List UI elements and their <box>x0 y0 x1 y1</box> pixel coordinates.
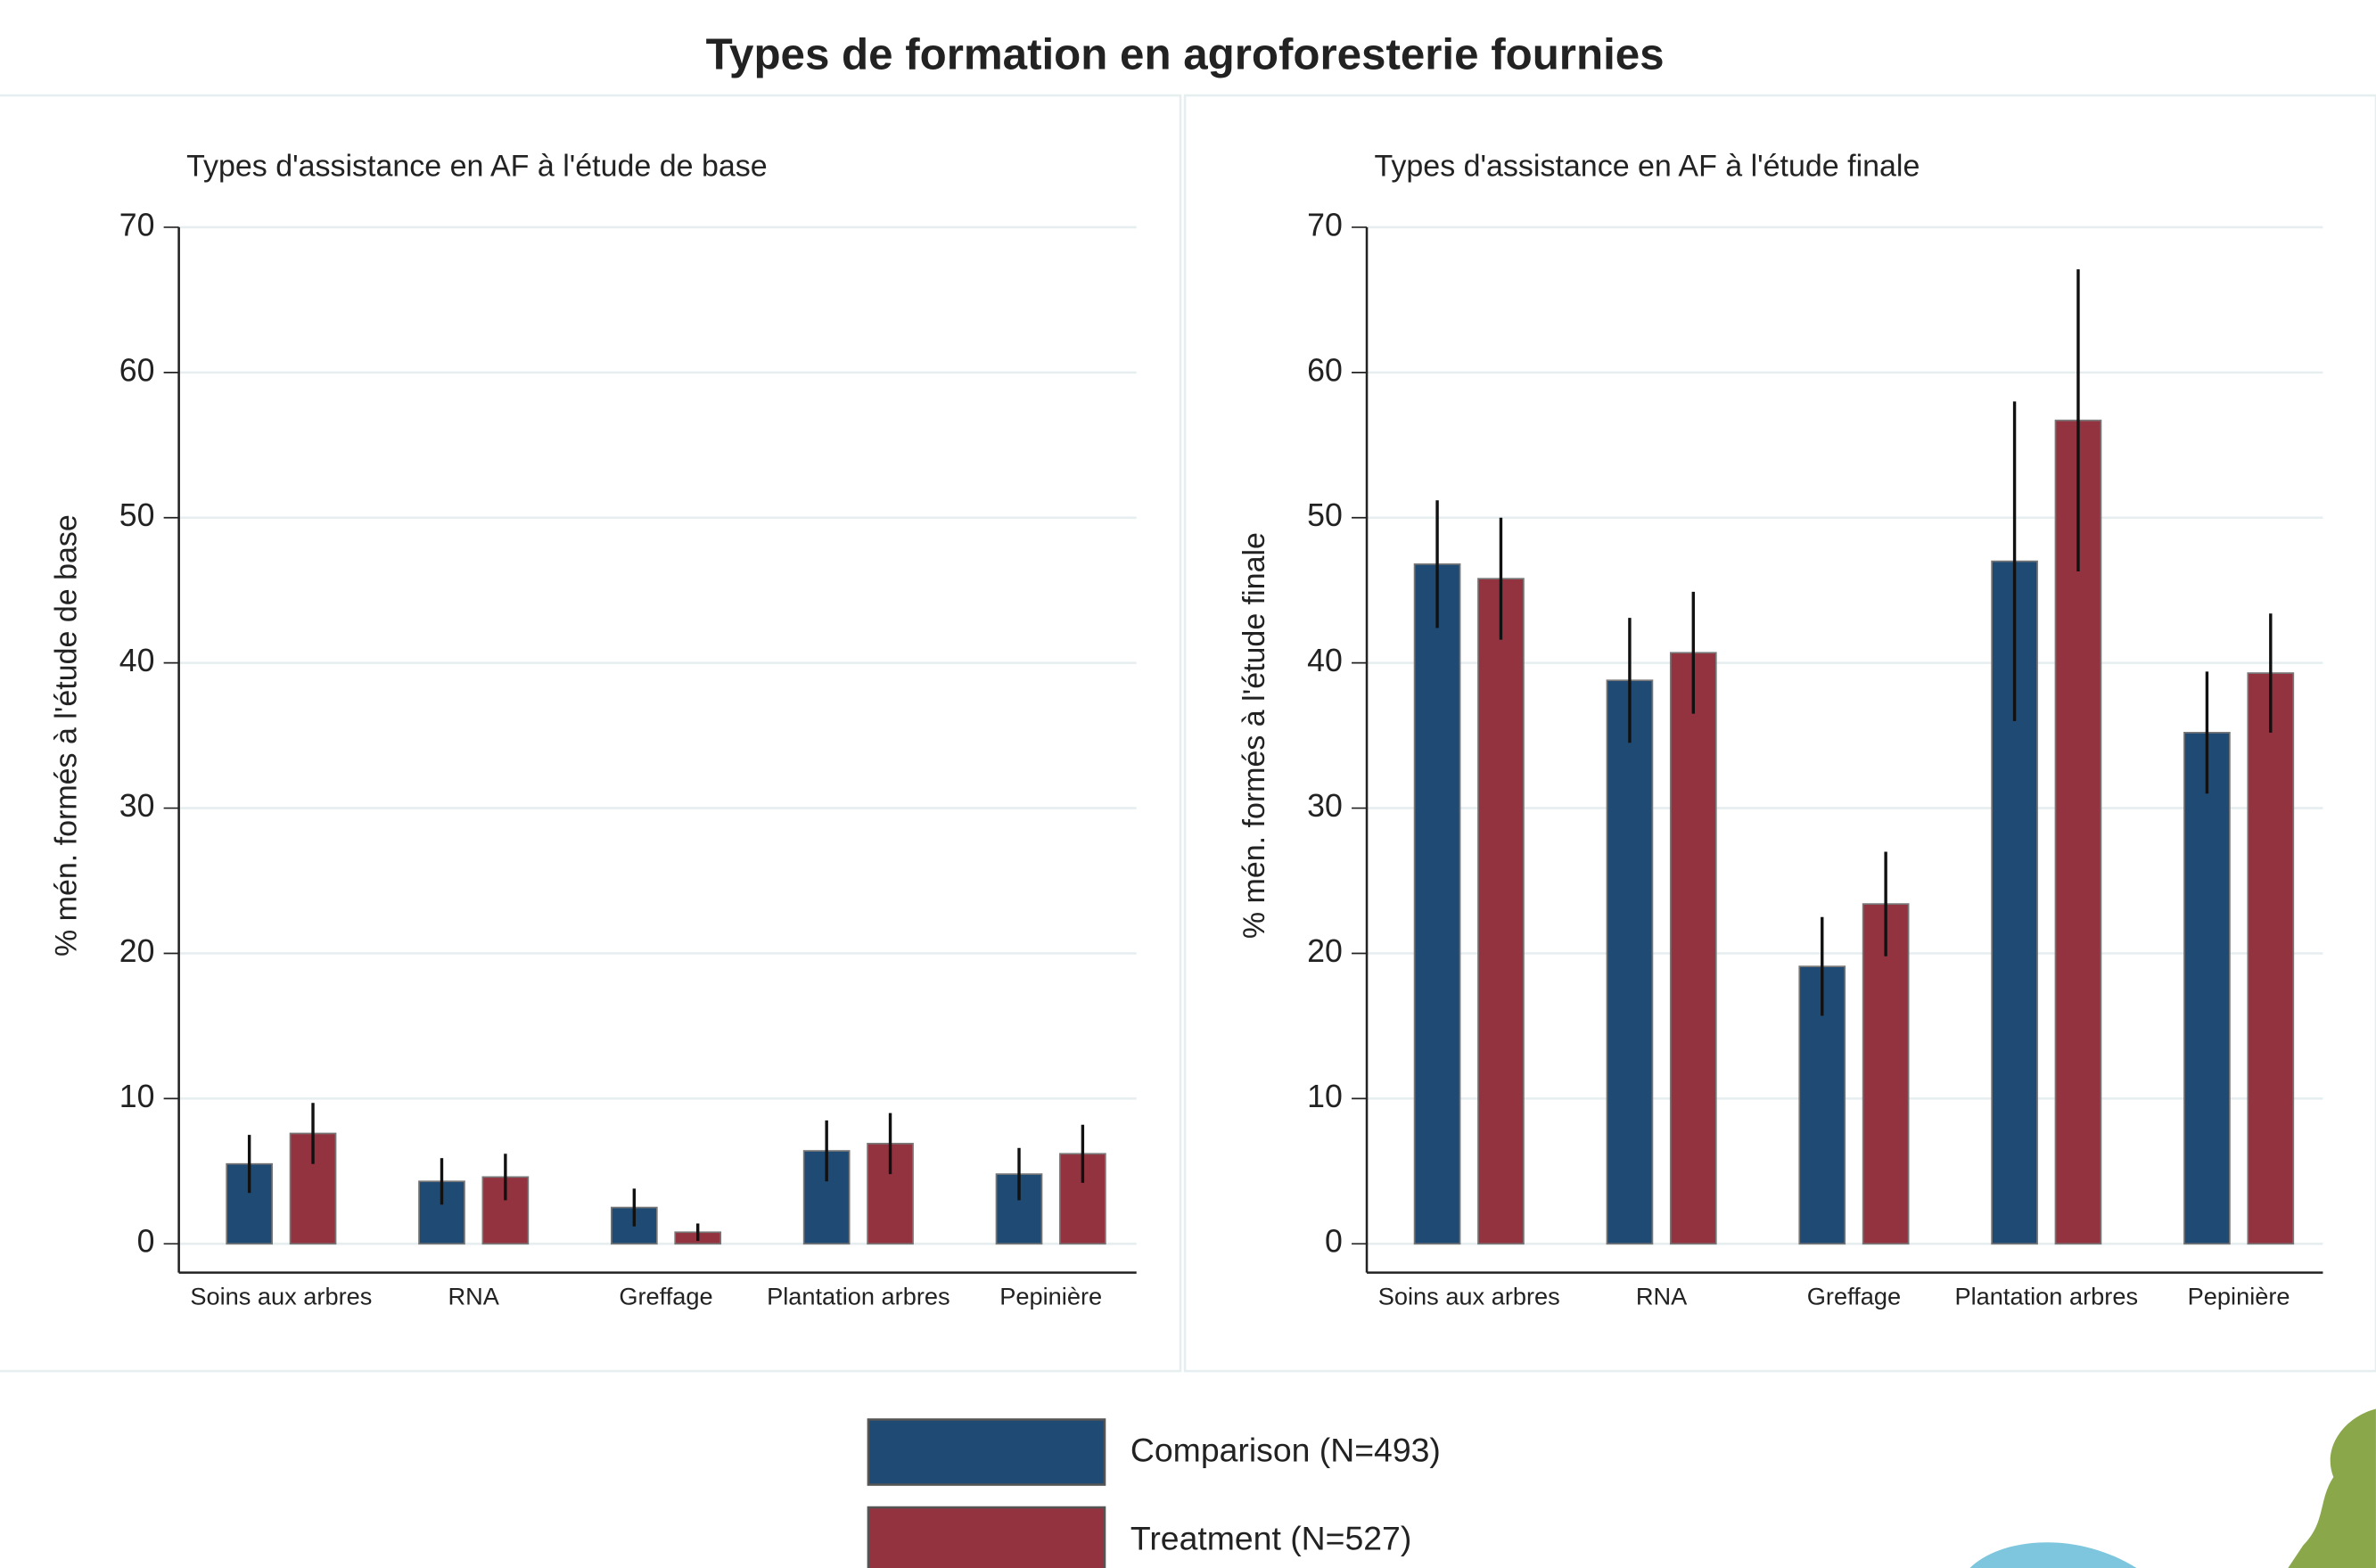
y-tick-label: 0 <box>137 1224 155 1260</box>
y-tick-label: 20 <box>119 933 155 969</box>
x-tick-label: Soins aux arbres <box>190 1283 372 1310</box>
y-tick-label: 40 <box>119 643 155 678</box>
bar <box>1477 578 1525 1245</box>
bar <box>1669 652 1717 1245</box>
x-tick-label: Pepinière <box>2188 1283 2290 1310</box>
bar <box>2247 672 2295 1245</box>
bar <box>1413 563 1461 1245</box>
y-tick-label: 30 <box>119 788 155 824</box>
panel-title: Types d'assistance en AF à l'étude de ba… <box>186 150 768 184</box>
y-tick-label: 70 <box>119 207 155 242</box>
y-axis-label: % mén. formés à l'étude finale <box>1237 532 1271 939</box>
y-tick-label: 10 <box>1307 1079 1343 1114</box>
x-tick-label: Plantation arbres <box>767 1283 950 1310</box>
x-tick-label: RNA <box>1636 1283 1688 1310</box>
x-tick-label: Greffage <box>619 1283 712 1310</box>
panel-frame <box>0 94 1182 1373</box>
y-tick-label: 50 <box>1307 497 1343 533</box>
x-tick-label: Soins aux arbres <box>1378 1283 1560 1310</box>
decoration <box>2288 1408 2376 1568</box>
y-tick-label: 40 <box>1307 643 1343 678</box>
y-tick-label: 50 <box>119 497 155 533</box>
y-axis-label: % mén. formés à l'étude de base <box>50 514 84 956</box>
legend-swatch <box>867 1506 1106 1568</box>
x-tick-label: RNA <box>448 1283 499 1310</box>
y-tick-label: 70 <box>1307 207 1343 242</box>
y-tick-label: 60 <box>1307 352 1343 388</box>
legend-label: Comparison (N=493) <box>1130 1432 1441 1469</box>
y-tick-label: 10 <box>119 1079 155 1114</box>
y-tick-label: 60 <box>119 352 155 388</box>
decoration <box>1969 1542 2137 1568</box>
legend-swatch <box>867 1418 1106 1486</box>
figure-title: Types de formation en agroforesterie fou… <box>706 30 1665 79</box>
y-tick-label: 30 <box>1307 788 1343 824</box>
x-tick-label: Pepinière <box>999 1283 1102 1310</box>
bar <box>1606 679 1654 1245</box>
y-tick-label: 20 <box>1307 933 1343 969</box>
x-tick-label: Plantation arbres <box>1955 1283 2139 1310</box>
y-tick-label: 0 <box>1325 1224 1343 1260</box>
bar <box>2183 732 2231 1245</box>
panel-title: Types d'assistance en AF à l'étude final… <box>1375 150 1920 184</box>
legend-label: Treatment (N=527) <box>1130 1519 1411 1556</box>
x-tick-label: Greffage <box>1807 1283 1901 1310</box>
